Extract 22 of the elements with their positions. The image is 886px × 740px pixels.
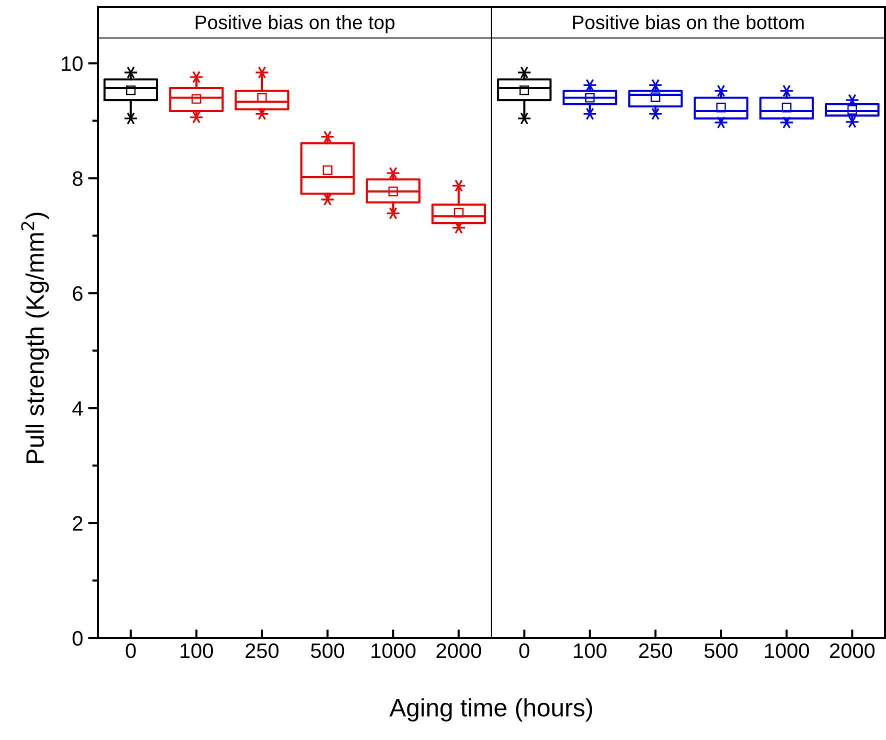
y-tick-label: 2 — [72, 516, 82, 531]
chart-title: Positive bias on the top — [196, 14, 394, 34]
x-tick-label: 250 — [246, 643, 279, 658]
x-tick-label: 2000 — [436, 643, 482, 658]
y-tick-label: 4 — [72, 401, 83, 416]
y-tick-label: 8 — [72, 171, 83, 186]
chart-title: Positive bias on the bottom — [573, 14, 804, 30]
x-axis-title: Aging time (hours) — [389, 698, 592, 722]
x-tick-label: 1000 — [372, 643, 416, 658]
y-axis-title: Pull strength (Kg/mm$^{2}$) — [21, 212, 49, 463]
y-tick-label: 6 — [72, 286, 82, 301]
x-tick-label: 250 — [639, 643, 672, 658]
x-tick-label: 2000 — [830, 643, 875, 658]
x-tick-label: 1000 — [765, 643, 809, 658]
x-tick-label: 500 — [310, 643, 344, 658]
x-tick-label: 500 — [704, 643, 738, 658]
x-tick-label: 100 — [180, 643, 213, 658]
x-tick-label: 0 — [519, 643, 530, 658]
y-tick-label: 10 — [62, 56, 83, 72]
y-tick-label: 0 — [72, 631, 83, 646]
x-tick-label: 100 — [574, 643, 606, 658]
x-tick-label: 0 — [126, 643, 136, 658]
